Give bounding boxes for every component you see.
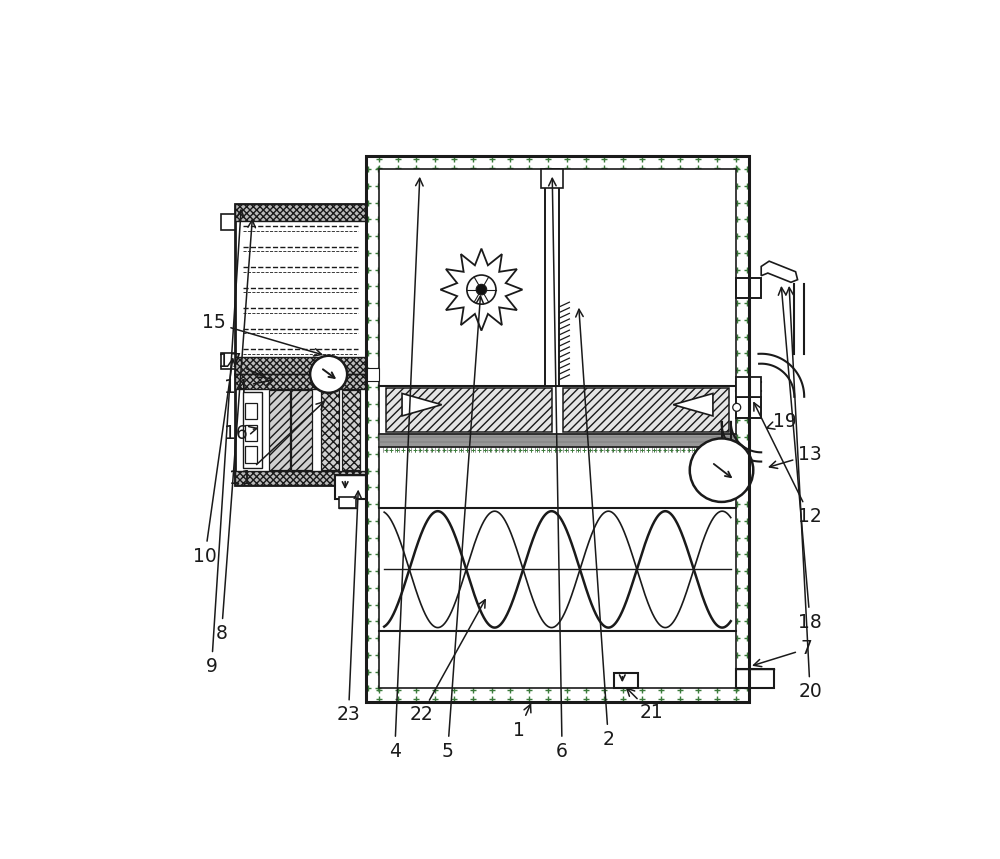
- Bar: [235, 204, 366, 375]
- Text: 9: 9: [206, 210, 244, 676]
- Bar: [563, 388, 729, 432]
- Bar: [614, 673, 638, 688]
- Text: 14: 14: [224, 378, 273, 397]
- Text: 8: 8: [216, 220, 255, 643]
- Bar: [366, 368, 379, 381]
- Text: 12: 12: [754, 403, 822, 526]
- Text: 13: 13: [769, 446, 822, 468]
- Text: 19: 19: [767, 412, 797, 431]
- Bar: [291, 390, 312, 470]
- Bar: [321, 390, 339, 470]
- Text: 22: 22: [409, 600, 485, 724]
- Circle shape: [690, 438, 753, 502]
- Bar: [736, 397, 761, 418]
- Text: 11: 11: [229, 402, 324, 488]
- Polygon shape: [402, 393, 442, 416]
- Text: 18: 18: [778, 288, 822, 632]
- Bar: [342, 390, 360, 470]
- Bar: [366, 156, 749, 702]
- Bar: [736, 377, 761, 397]
- Text: 5: 5: [442, 296, 484, 761]
- Bar: [545, 169, 559, 387]
- Circle shape: [476, 284, 487, 295]
- Bar: [269, 390, 290, 470]
- Text: 6: 6: [549, 179, 568, 761]
- Text: 16: 16: [224, 424, 257, 443]
- Text: 2: 2: [576, 309, 614, 749]
- Polygon shape: [673, 393, 713, 416]
- Text: 15: 15: [202, 314, 322, 356]
- Text: 1: 1: [513, 704, 531, 740]
- Text: 23: 23: [337, 491, 362, 724]
- Bar: [235, 204, 366, 221]
- Text: 21: 21: [627, 688, 663, 722]
- Text: 20: 20: [786, 288, 822, 701]
- Circle shape: [467, 275, 496, 304]
- Circle shape: [310, 356, 347, 393]
- Polygon shape: [761, 261, 798, 283]
- Bar: [221, 353, 235, 369]
- Bar: [245, 447, 257, 463]
- Polygon shape: [440, 248, 522, 331]
- Bar: [235, 471, 366, 485]
- Bar: [235, 357, 366, 375]
- Bar: [736, 277, 761, 297]
- Text: 4: 4: [389, 179, 423, 761]
- Bar: [245, 424, 257, 441]
- Bar: [221, 214, 235, 230]
- Bar: [379, 169, 736, 688]
- Bar: [235, 375, 366, 389]
- Bar: [386, 388, 552, 432]
- Text: 7: 7: [754, 639, 813, 667]
- Bar: [736, 668, 774, 688]
- Bar: [541, 169, 563, 188]
- Circle shape: [733, 404, 741, 411]
- Bar: [235, 375, 366, 485]
- Text: 10: 10: [193, 359, 235, 566]
- Bar: [339, 497, 356, 508]
- Bar: [245, 403, 257, 419]
- Text: 17: 17: [218, 351, 265, 377]
- Bar: [243, 392, 262, 467]
- Bar: [335, 475, 366, 498]
